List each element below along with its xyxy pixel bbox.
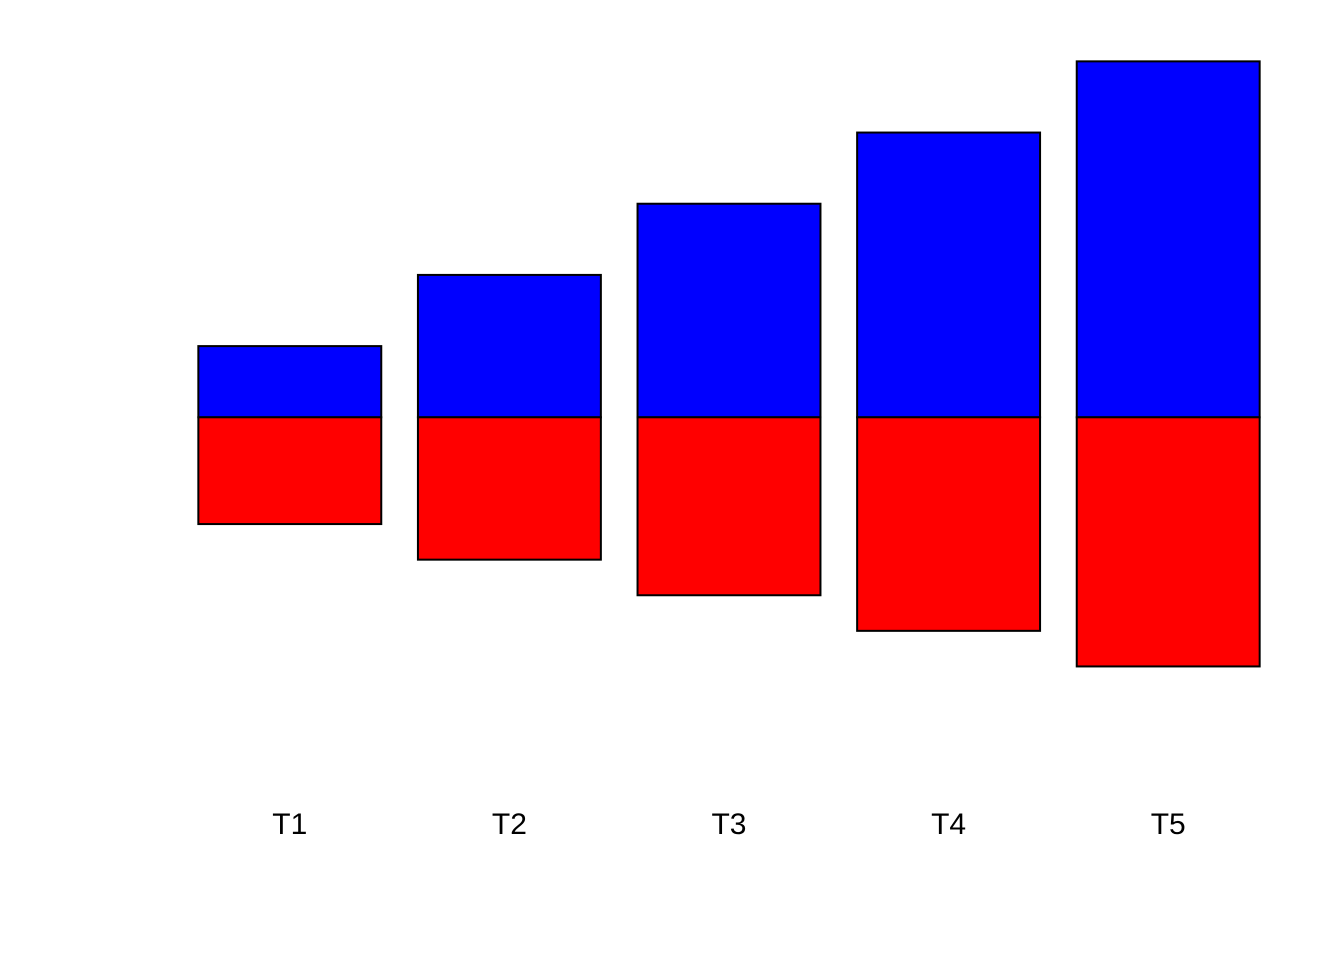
- bar-T2-series-2: [416, 416, 602, 561]
- x-tick-label: T4: [931, 808, 966, 841]
- tick-labels-layer: T1 T2 T3 T4 T5: [272, 808, 1185, 841]
- x-tick-label: T2: [492, 808, 527, 841]
- bar-T5-series-1: [1075, 60, 1261, 419]
- x-tick-label: T1: [272, 808, 307, 841]
- bar-T4-series-1: [856, 131, 1042, 419]
- bar-T4-series-2: [856, 416, 1042, 632]
- bar-T2-series-1: [416, 273, 602, 419]
- bar-T1-series-2: [197, 416, 383, 526]
- bars-layer: [197, 60, 1261, 668]
- x-tick-label: T3: [711, 808, 746, 841]
- x-tick-label: T5: [1151, 808, 1186, 841]
- bar-T1-series-1: [197, 345, 383, 419]
- bar-T3-series-2: [636, 416, 822, 597]
- bar-T5-series-2: [1075, 416, 1261, 668]
- bar-T3-series-1: [636, 202, 822, 419]
